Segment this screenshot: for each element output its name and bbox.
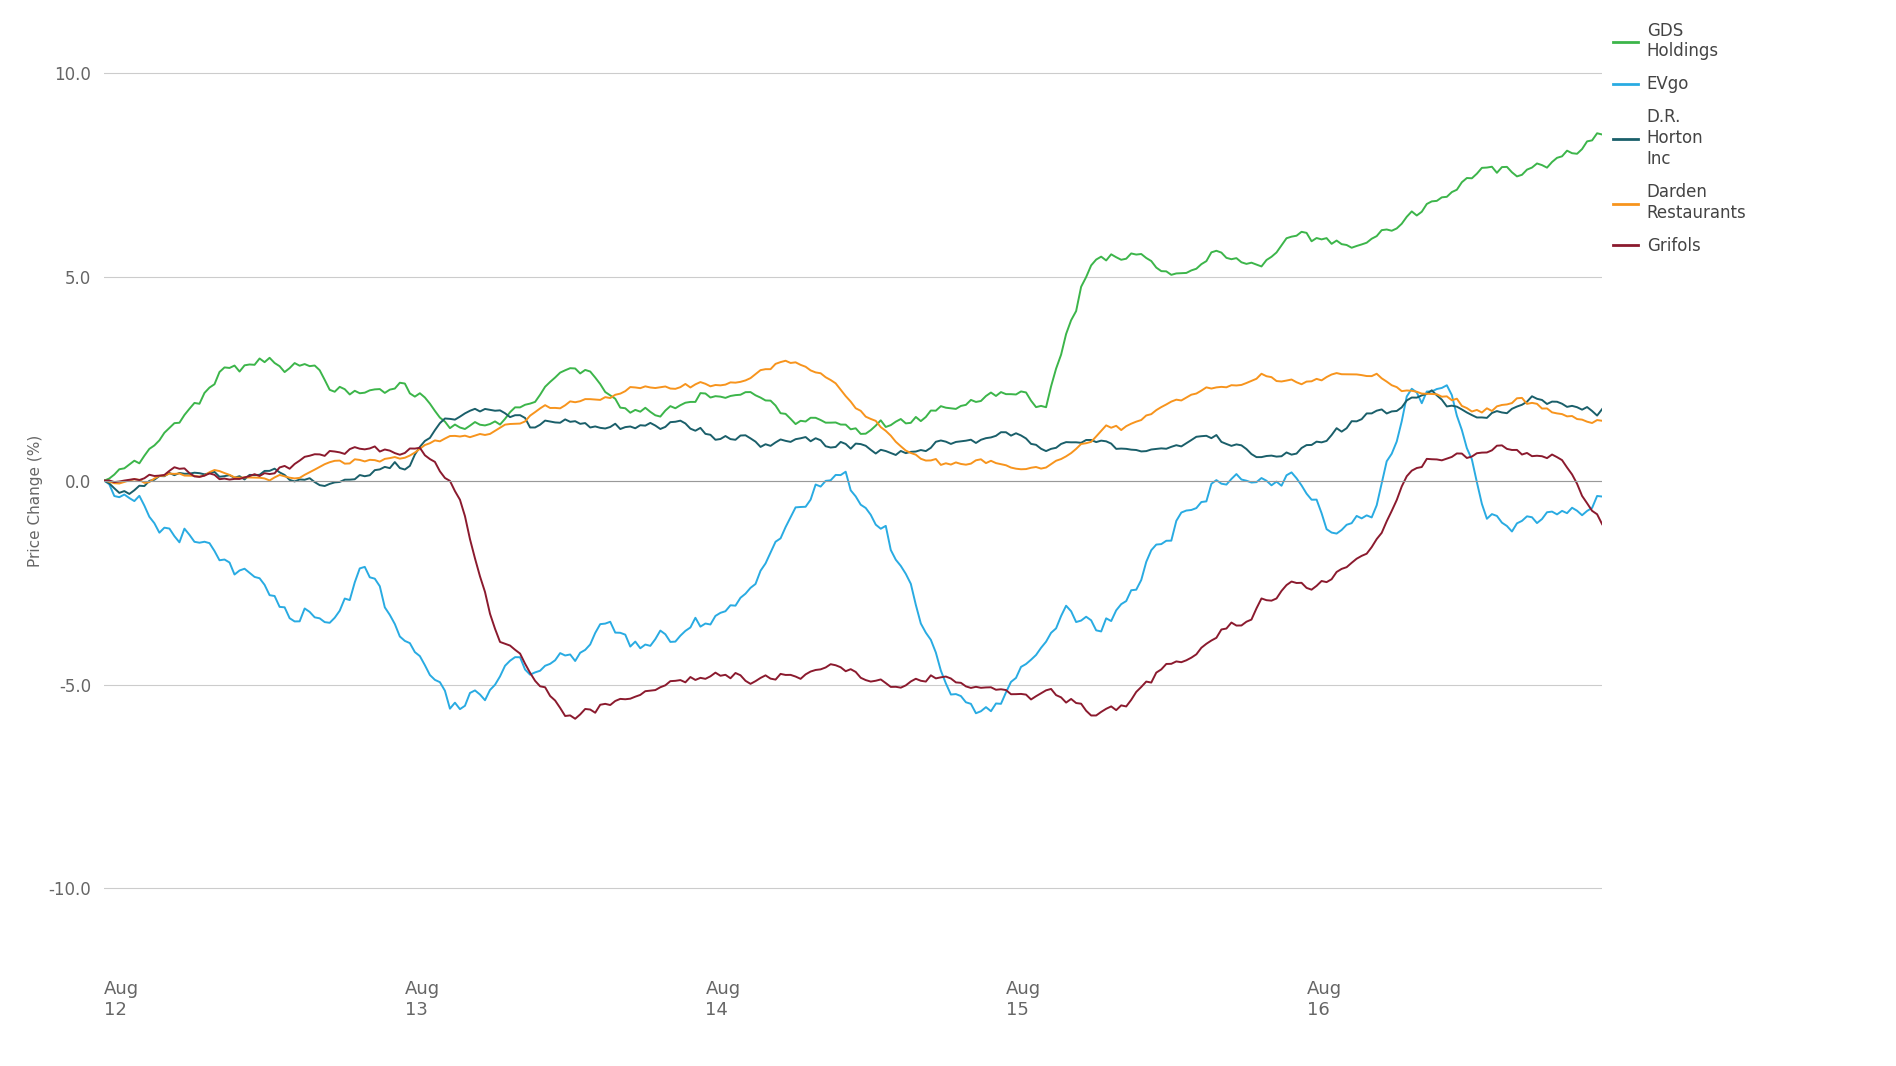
Legend: GDS
Holdings, EVgo, D.R.
Horton
Inc, Darden
Restaurants, Grifols: GDS Holdings, EVgo, D.R. Horton Inc, Dar… (1613, 21, 1746, 255)
Y-axis label: Price Change (%): Price Change (%) (28, 435, 44, 567)
